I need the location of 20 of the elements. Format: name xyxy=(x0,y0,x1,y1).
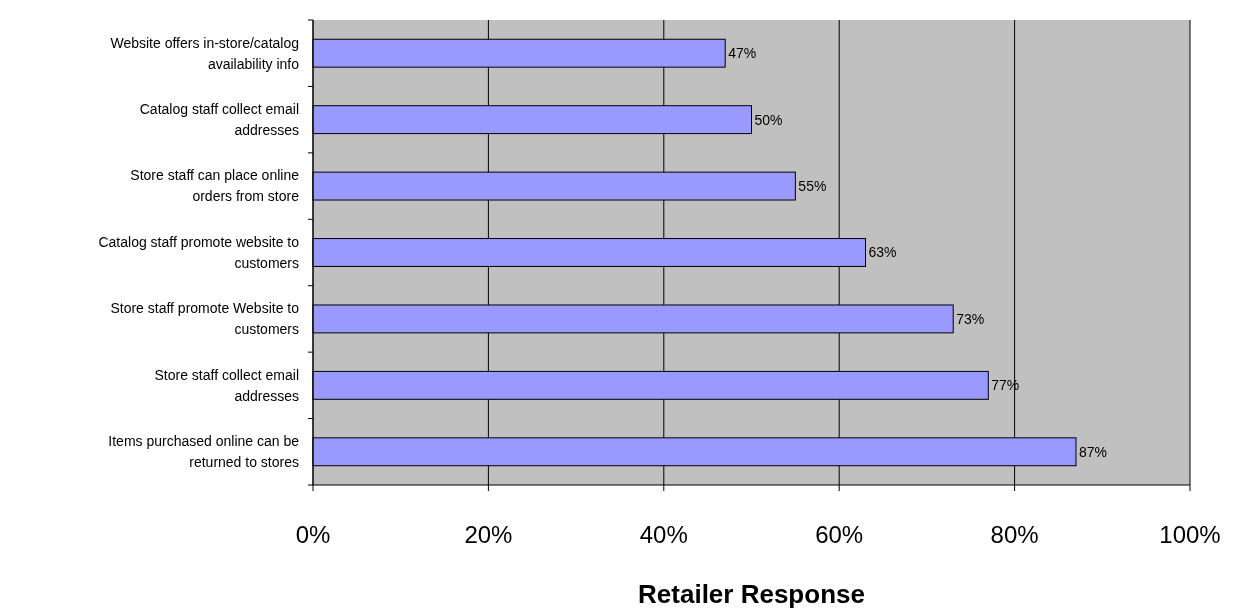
x-tick-label: 40% xyxy=(639,521,688,548)
x-tick-label: 60% xyxy=(815,521,864,548)
y-tick-label: Website offers in-store/catalog availability info xyxy=(110,34,300,72)
y-tick-label: Catalog staff promote website to customers xyxy=(98,233,300,271)
y-tick-label: Items purchased online can be returned to stores xyxy=(108,433,300,471)
x-tick-label: 0% xyxy=(295,521,331,548)
data-label: 73% xyxy=(956,310,985,327)
y-tick-label: Store staff collect email addresses xyxy=(154,366,299,404)
data-label: 63% xyxy=(868,244,897,261)
y-tick-label: Catalog staff collect email addresses xyxy=(139,101,299,139)
data-label: 50% xyxy=(754,111,783,128)
x-axis-title: Retailer Response xyxy=(638,579,865,609)
data-label: 47% xyxy=(728,45,757,62)
y-tick-label: Store staff promote Website to customers xyxy=(110,300,300,338)
x-tick-label: 100% xyxy=(1159,521,1221,548)
data-label: 55% xyxy=(798,177,827,194)
data-label: 87% xyxy=(1078,443,1108,460)
x-tick-label: 80% xyxy=(990,521,1039,548)
y-tick-label: Store staff can place online orders from store xyxy=(130,167,300,205)
x-tick-label: 20% xyxy=(464,521,513,548)
